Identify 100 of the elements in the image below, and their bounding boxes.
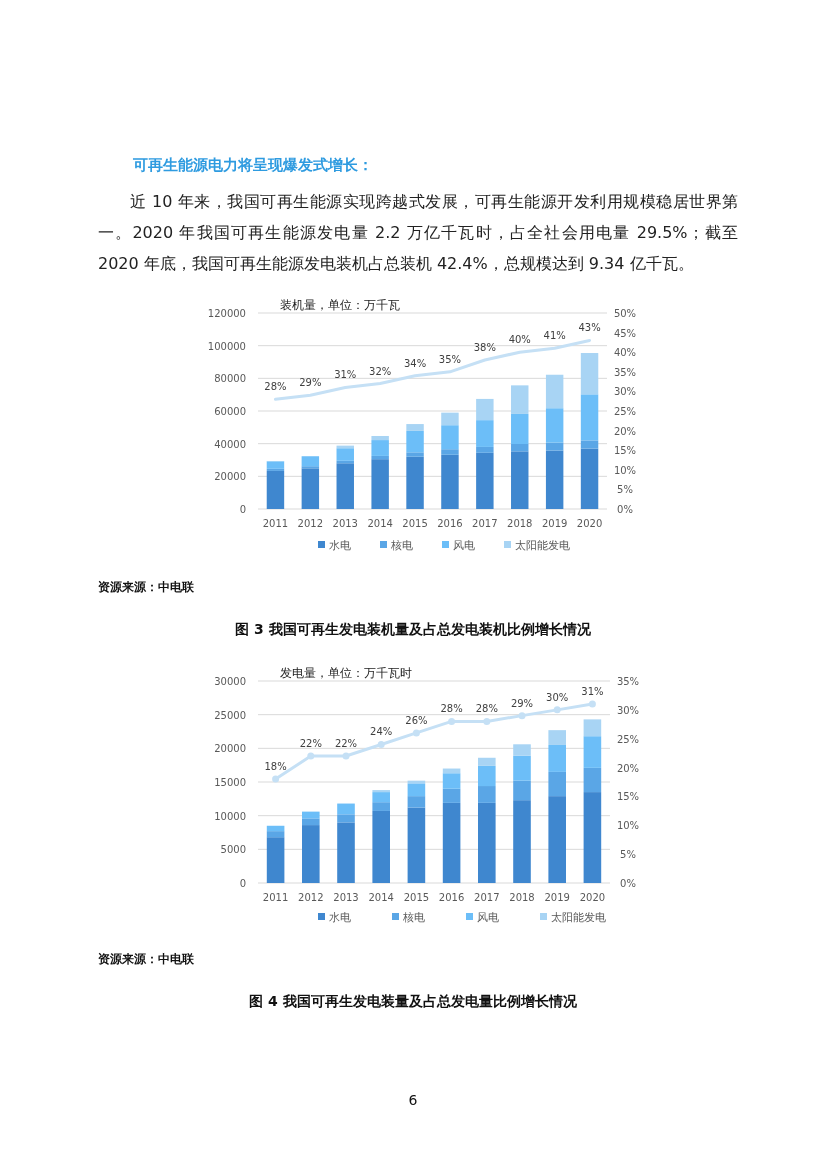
bar [372, 792, 390, 803]
bar [548, 730, 566, 745]
bar [580, 440, 599, 449]
bar [476, 452, 494, 509]
y2-tick-label: 10% [613, 464, 637, 476]
point [553, 706, 561, 714]
bar [336, 448, 354, 461]
legend-label: 太阳能发电 [551, 911, 606, 923]
data-label: 24% [370, 726, 393, 738]
data-label: 22% [299, 738, 322, 750]
bar [548, 744, 566, 772]
x-tick-label: 2020 [579, 892, 606, 903]
data-label: 34% [403, 357, 427, 369]
bar [302, 811, 320, 819]
chart-subtitle: 近 10 年来，我国可再生能源实现跨越式发展，可再生能源开发利用规模稳居世界第一。2020 年我国可再生能源发电量 2.2 万亿千瓦时，占全社会用电量 29.5%；截至 2020 年底，我国可再生能源发电装机占总装机 42.4%，总规模达到 9.34 亿千瓦。 [98, 191, 738, 275]
bar [511, 413, 529, 444]
point [412, 729, 420, 737]
y-axis-title: 装机量，单位：万千瓦 [280, 298, 400, 312]
bar [513, 800, 531, 883]
bar [583, 792, 602, 883]
bar [407, 783, 426, 797]
bar [476, 398, 494, 421]
caption: 图 3 我国可再生发电装机量及占总发电装机比例增长情况 [235, 621, 592, 637]
bar [583, 767, 602, 793]
bar [406, 456, 424, 509]
bar [478, 802, 496, 883]
bar [337, 822, 355, 883]
point [448, 717, 456, 725]
x-tick-label: 2019 [541, 518, 568, 529]
bar [266, 470, 285, 509]
data-label: 22% [334, 738, 358, 750]
bar [545, 374, 564, 409]
bar [302, 825, 320, 883]
data-label: 18% [264, 761, 287, 773]
data-label: 28% [475, 703, 498, 715]
bar [476, 420, 494, 447]
y-tick-label: 0 [239, 504, 246, 515]
bar [266, 468, 285, 471]
bar [513, 744, 531, 756]
x-tick-label: 2018 [509, 892, 535, 903]
bar [407, 796, 426, 808]
bar [511, 443, 529, 452]
bar [372, 790, 390, 793]
y-axis-title: 发电量，单位：万千瓦时 [280, 666, 412, 680]
x-tick-label: 2012 [298, 892, 324, 903]
x-tick-label: 2016 [438, 892, 465, 903]
bar [548, 796, 566, 883]
bar [441, 449, 459, 455]
bar [371, 440, 389, 456]
data-label: 30% [546, 691, 569, 703]
x-tick-label: 2016 [437, 518, 463, 529]
y2-tick-label: 0% [617, 504, 633, 515]
bar [302, 818, 320, 826]
x-tick-label: 2013 [333, 892, 359, 903]
data-label: 29% [299, 377, 322, 389]
x-tick-label: 2011 [262, 518, 289, 529]
legend-label: 水电 [329, 911, 351, 923]
y-tick-label: 30000 [214, 676, 246, 687]
bar [301, 468, 320, 509]
bar [372, 802, 390, 811]
bar [545, 408, 564, 443]
legend-label: 水电 [329, 539, 351, 551]
bar [478, 757, 496, 766]
x-tick-label: 2017 [472, 518, 498, 529]
y-tick-label: 5000 [220, 844, 246, 856]
data-label: 40% [508, 334, 531, 346]
data-label: 31% [581, 686, 604, 698]
y-tick-label: 15000 [214, 777, 246, 788]
y2-tick-label: 15% [613, 445, 637, 457]
point [307, 752, 315, 760]
data-label: 38% [473, 342, 496, 354]
bar [580, 448, 599, 509]
y2-tick-label: 30% [616, 704, 640, 716]
data-label: 31% [334, 369, 357, 381]
legend-label: 风电 [453, 539, 475, 551]
y-tick-label: 25000 [214, 709, 246, 721]
caption: 图 4 我国可再生发电装量及占总发电量比例增长情况 [249, 993, 578, 1009]
data-label: 43% [578, 322, 601, 334]
x-tick-label: 2012 [297, 518, 324, 529]
point [483, 717, 491, 725]
y2-tick-label: 25% [616, 733, 640, 745]
point [272, 775, 280, 783]
bar [548, 771, 566, 797]
chart-title: 可再生能源电力将呈现爆发式增长： [133, 156, 373, 175]
data-label: 28% [264, 381, 287, 393]
x-tick-label: 2018 [507, 518, 533, 529]
bar [441, 425, 459, 450]
bar [583, 736, 602, 768]
y2-tick-label: 45% [613, 327, 637, 339]
bar [441, 412, 459, 426]
y2-tick-label: 35% [613, 366, 637, 378]
legend-label: 核电 [390, 539, 413, 551]
x-tick-label: 2015 [403, 892, 430, 903]
y2-tick-label: 50% [613, 308, 637, 319]
data-label: 35% [438, 353, 462, 365]
bar [336, 463, 354, 509]
legend-label: 核电 [402, 911, 425, 923]
y2-tick-label: 20% [613, 425, 637, 437]
y-tick-label: 10000 [214, 810, 246, 822]
y2-tick-label: 5% [617, 484, 633, 496]
